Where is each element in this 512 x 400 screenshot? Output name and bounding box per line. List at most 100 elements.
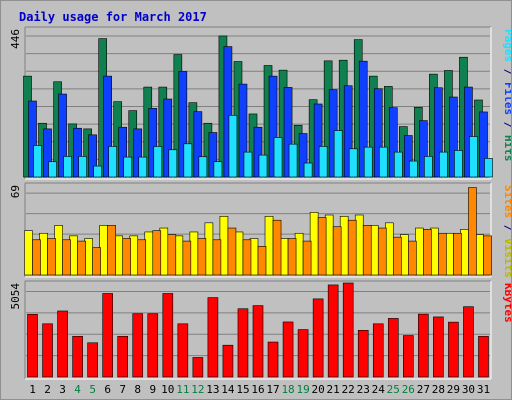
x-tick-label: 17 (266, 383, 279, 396)
x-tick-label: 15 (236, 383, 249, 396)
x-tick-label: 28 (432, 383, 445, 396)
usage-bar-pages (123, 156, 133, 178)
visitors-bar-sites (423, 229, 432, 276)
kbytes-bar-kbytes (312, 298, 324, 378)
usage-bar-pages (33, 145, 42, 178)
kbytes-bar-kbytes (192, 357, 204, 378)
visitors-bar-sites (212, 239, 222, 276)
x-tick-label: 2 (44, 383, 51, 396)
x-tick-label: 31 (477, 383, 490, 396)
usage-bar-files (73, 127, 82, 178)
usage-bar-pages (333, 130, 343, 178)
usage-bar-files (298, 133, 308, 178)
usage-bar-files (118, 126, 128, 178)
kbytes-bar-kbytes (87, 342, 98, 378)
usage-bar-files (163, 98, 173, 178)
usage-bar-files (313, 103, 323, 178)
usage-bar-pages (258, 154, 268, 178)
usage-bar-pages (198, 156, 208, 178)
visitors-bar-sites (257, 246, 267, 276)
usage-bar-files (208, 132, 218, 178)
x-tick-label: 21 (327, 383, 340, 396)
kbytes-legend-label: KBytes (502, 283, 511, 323)
usage-bar-pages (469, 136, 478, 178)
usage-bar-pages (378, 146, 388, 178)
usage-bar-files (388, 107, 398, 178)
visitors-legend-part: / (502, 218, 511, 238)
chart-title: Daily usage for March 2017 (19, 10, 207, 24)
visitors-bar-sites (272, 219, 282, 276)
usage-bar-files (43, 128, 52, 178)
visitors-bar-sites (47, 238, 56, 276)
kbytes-bar-kbytes (357, 330, 369, 378)
usage-bar-pages (93, 165, 102, 178)
usage-bar-pages (454, 150, 463, 178)
visitors-bar-sites (122, 238, 132, 276)
x-tick-label: 13 (206, 383, 219, 396)
kbytes-bar-kbytes (372, 323, 384, 378)
x-tick-label: 6 (104, 383, 111, 396)
usage-bar-pages (63, 156, 72, 178)
visitors-bar-sites (62, 239, 71, 276)
visitors-bar-sites (392, 236, 402, 276)
visitors-bar-sites (92, 247, 101, 276)
kbytes-bar-kbytes (42, 323, 53, 378)
usage-bar-files (58, 93, 67, 178)
visitors-legend-label: Sites / Visits (502, 185, 511, 278)
visitors-max-label: 69 (9, 185, 22, 198)
x-tick-label: 16 (251, 383, 264, 396)
x-tick-label: 10 (161, 383, 174, 396)
x-tick-label: 23 (357, 383, 370, 396)
usage-bar-pages (318, 146, 328, 178)
usage-max-label: 446 (9, 29, 22, 49)
usage-bar-files (88, 134, 97, 178)
x-tick-label: 11 (176, 383, 189, 396)
x-tick-label: 12 (191, 383, 204, 396)
usage-bar-pages (183, 143, 193, 178)
usage-bar-files (223, 46, 233, 178)
usage-bar-files (464, 86, 473, 178)
visitors-bar-sites (302, 240, 312, 276)
visitors-legend-part: Sites (502, 185, 511, 218)
kbytes-bar-kbytes (387, 318, 399, 378)
x-tick-label: 24 (372, 383, 386, 396)
usage-bar-pages (273, 137, 283, 178)
kbytes-bar-kbytes (222, 344, 234, 378)
visitors-bar-visits (24, 230, 33, 276)
usage-bar-files (283, 87, 293, 178)
visitors-bar-sites (137, 239, 147, 276)
visitors-bar-sites (377, 227, 387, 276)
x-tick-label: 3 (59, 383, 66, 396)
visitors-bar-sites (242, 239, 252, 276)
usage-bar-pages (363, 146, 373, 178)
kbytes-bar-kbytes (327, 284, 339, 378)
x-tick-label: 9 (149, 383, 156, 396)
kbytes-bar-kbytes (433, 316, 444, 378)
visitors-bar-sites (107, 225, 116, 276)
kbytes-bar-kbytes (237, 308, 249, 378)
kbytes-bar-kbytes (27, 314, 38, 378)
usage-bar-pages (48, 161, 57, 178)
kbytes-bar-kbytes (177, 323, 189, 378)
usage-legend-part: Pages (502, 29, 511, 62)
usage-bar-files (253, 126, 263, 178)
kbytes-bar-kbytes (418, 313, 429, 378)
visitors-bar-sites (453, 232, 462, 276)
visitors-bar-sites (468, 187, 477, 276)
visitors-bar-sites (287, 238, 297, 276)
usage-bar-files (103, 75, 112, 178)
usage-bar-pages (303, 162, 313, 178)
usage-legend-part: / (502, 115, 511, 135)
usage-bar-files (479, 111, 488, 178)
kbytes-bar-kbytes (297, 329, 309, 378)
usage-bar-files (193, 111, 203, 178)
usage-bar-pages (78, 156, 87, 178)
visitors-bar-sites (483, 235, 492, 276)
kbytes-bar-kbytes (478, 335, 489, 378)
kbytes-bar-kbytes (282, 321, 294, 378)
usage-bar-pages (484, 158, 493, 178)
kbytes-bar-kbytes (252, 305, 264, 378)
x-tick-label: 14 (221, 383, 235, 396)
